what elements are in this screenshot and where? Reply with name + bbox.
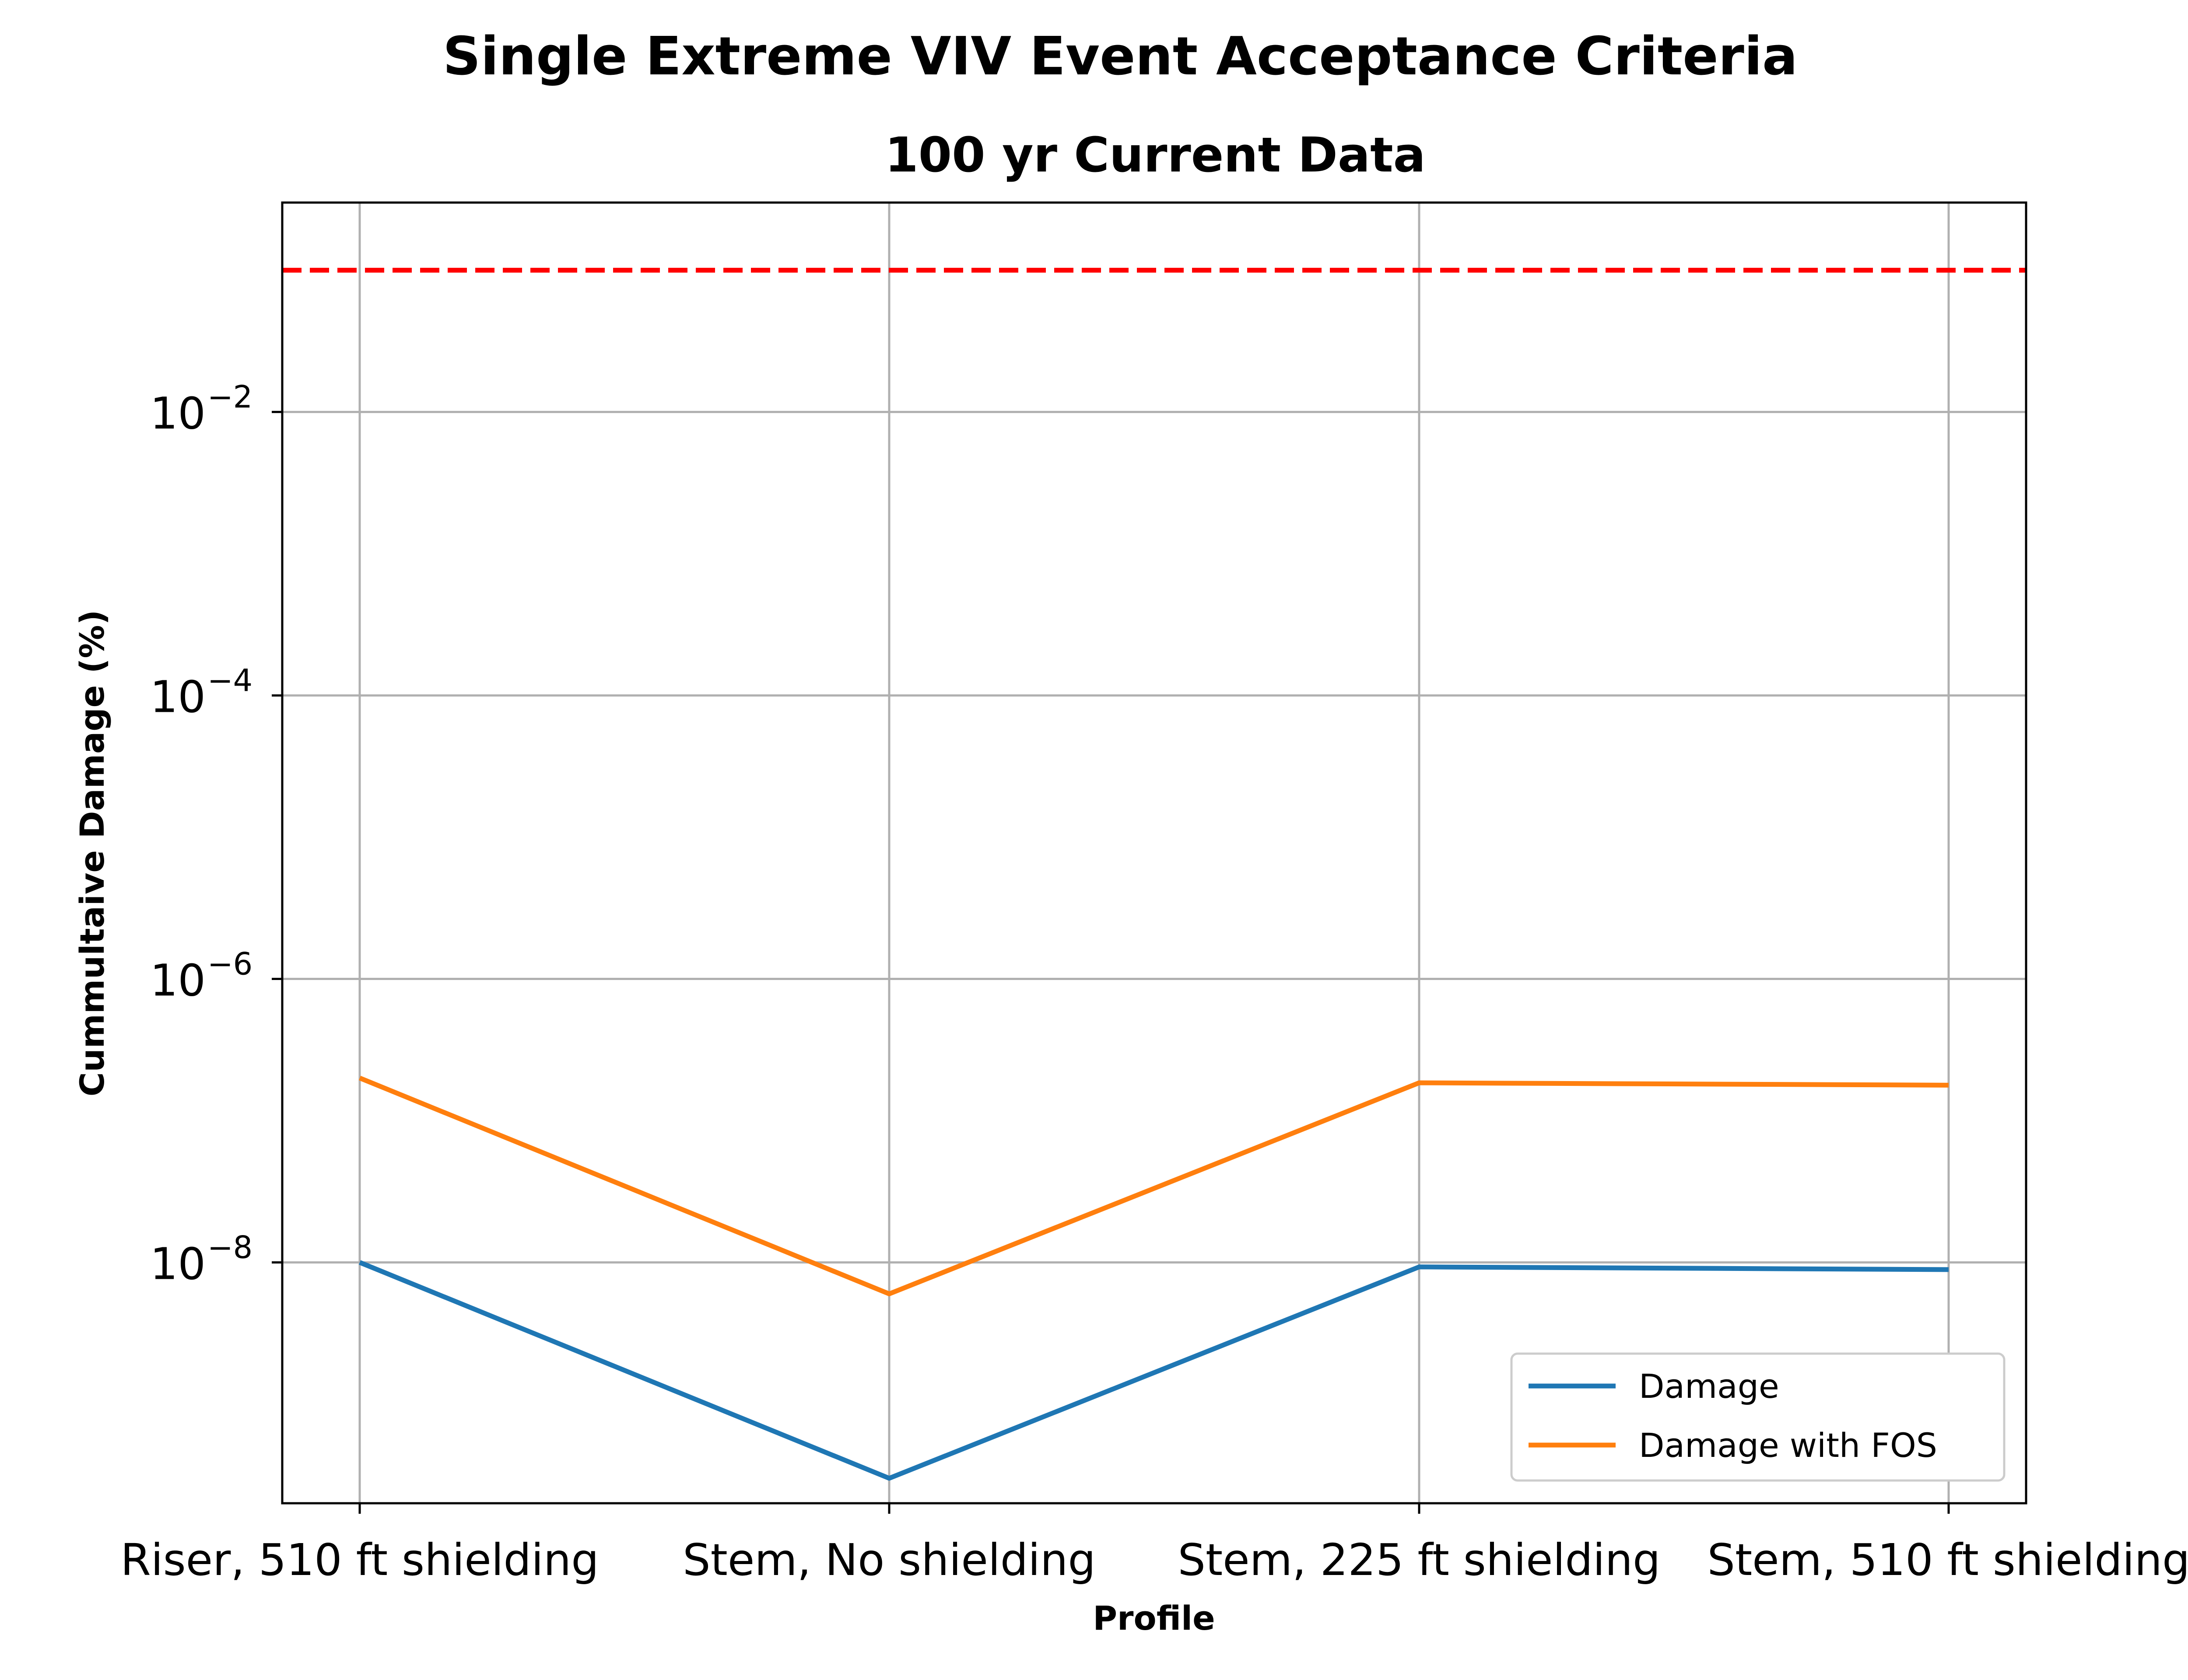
y-tick-exponent: −2 [207, 379, 252, 415]
x-tick-label: Riser, 510 ft shielding [120, 1534, 599, 1586]
series-line-damage [358, 1260, 1949, 1481]
y-tick-exponent: −4 [207, 663, 252, 699]
plot-frame [281, 201, 2027, 1505]
x-tick-label: Stem, No shielding [683, 1534, 1096, 1586]
series-line-damage-with-fos [358, 1075, 1949, 1296]
series-layer [358, 1075, 1949, 1481]
x-axis-label: Profile [1093, 1599, 1215, 1638]
legend-label: Damage with FOS [1639, 1426, 1937, 1465]
y-tick-label: 10 [150, 955, 206, 1006]
y-tick-label: 10 [150, 388, 206, 439]
y-tick-exponent: −8 [207, 1230, 252, 1266]
y-axis-label: Cummultaive Damage (%) [73, 610, 112, 1097]
chart-title: Single Extreme VIV Event Acceptance Crit… [443, 26, 1798, 87]
legend-label: Damage [1639, 1367, 1779, 1406]
y-tick-exponent: −6 [207, 946, 252, 982]
grid [282, 203, 2026, 1503]
legend: Damage Damage with FOS [1510, 1352, 2006, 1482]
x-tick-label: Stem, 225 ft shielding [1178, 1534, 1661, 1586]
y-tick-label: 10 [150, 672, 206, 723]
legend-box [1510, 1352, 2006, 1482]
y-axis-ticks: 10−210−410−610−8 [150, 379, 282, 1290]
x-axis-ticks: Riser, 510 ft shielding Stem, No shieldin… [120, 1503, 2188, 1586]
x-tick-label: Stem, 510 ft shielding [1708, 1534, 2188, 1586]
y-tick-label: 10 [150, 1239, 206, 1290]
chart-subtitle: 100 yr Current Data [885, 127, 1426, 183]
